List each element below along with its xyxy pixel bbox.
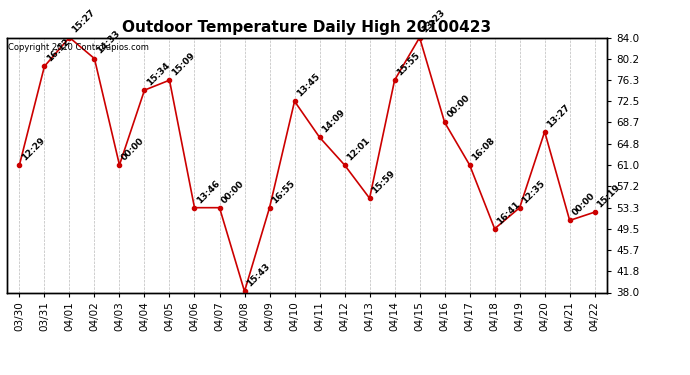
Text: 13:23: 13:23 — [420, 8, 447, 35]
Text: 12:35: 12:35 — [520, 178, 547, 205]
Text: 14:09: 14:09 — [320, 108, 347, 135]
Text: 16:41: 16:41 — [495, 199, 522, 226]
Text: Copyright 2010 Controlapios.com: Copyright 2010 Controlapios.com — [8, 43, 149, 52]
Text: 12:29: 12:29 — [20, 135, 47, 162]
Text: 15:19: 15:19 — [595, 183, 622, 209]
Text: 15:34: 15:34 — [145, 61, 172, 87]
Text: 00:00: 00:00 — [220, 178, 246, 205]
Text: 15:55: 15:55 — [395, 51, 422, 77]
Text: 12:01: 12:01 — [345, 136, 372, 162]
Text: 13:27: 13:27 — [545, 102, 572, 129]
Text: 13:46: 13:46 — [195, 178, 221, 205]
Text: 13:45: 13:45 — [295, 72, 322, 99]
Text: 00:00: 00:00 — [571, 191, 597, 217]
Text: 15:09: 15:09 — [170, 51, 197, 77]
Text: 15:43: 15:43 — [245, 262, 272, 289]
Text: 16:12: 16:12 — [45, 37, 72, 64]
Text: 16:08: 16:08 — [471, 136, 497, 162]
Text: 00:00: 00:00 — [120, 136, 146, 162]
Text: 15:27: 15:27 — [70, 8, 97, 35]
Text: 14:33: 14:33 — [95, 29, 121, 56]
Text: 16:55: 16:55 — [270, 178, 297, 205]
Title: Outdoor Temperature Daily High 20100423: Outdoor Temperature Daily High 20100423 — [123, 20, 491, 35]
Text: 00:00: 00:00 — [445, 93, 471, 120]
Text: 15:59: 15:59 — [371, 169, 397, 195]
